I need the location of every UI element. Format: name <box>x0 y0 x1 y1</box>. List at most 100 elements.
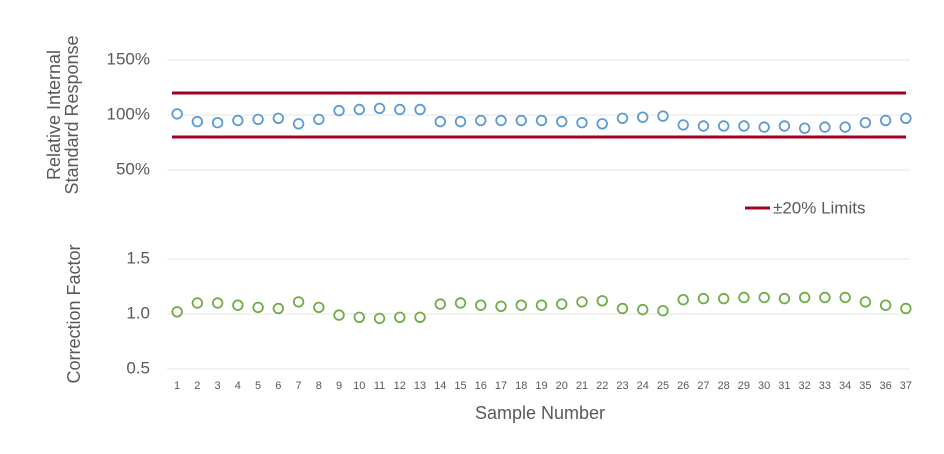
marker <box>677 294 689 306</box>
x-axis-title: Sample Number <box>475 403 605 423</box>
marker <box>475 114 487 127</box>
marker <box>373 312 386 325</box>
marker <box>272 302 285 315</box>
x-tick-label: 20 <box>556 380 568 392</box>
x-tick-label: 12 <box>394 380 406 392</box>
x-tick-label: 5 <box>255 380 261 392</box>
marker <box>414 311 426 324</box>
marker <box>657 110 669 122</box>
marker <box>677 119 689 131</box>
marker <box>252 113 264 126</box>
marker <box>879 114 892 127</box>
x-tick-label: 18 <box>515 380 527 392</box>
y-tick-label: 0.5 <box>126 358 150 377</box>
x-tick-label: 29 <box>738 380 750 392</box>
x-tick-label: 35 <box>859 380 871 392</box>
x-tick-label: 9 <box>336 380 342 392</box>
marker <box>313 113 325 126</box>
y-axis-title: Standard Response <box>62 35 82 194</box>
x-tick-label: 6 <box>275 380 281 392</box>
marker <box>292 296 305 308</box>
x-tick-label: 25 <box>657 380 669 392</box>
marker <box>778 120 791 132</box>
marker <box>211 297 224 309</box>
y-tick-label: 100% <box>107 104 150 123</box>
marker <box>758 291 770 304</box>
x-tick-label: 3 <box>215 380 221 392</box>
x-tick-label: 19 <box>535 380 547 392</box>
marker <box>778 292 791 305</box>
marker <box>333 309 345 321</box>
x-tick-label: 24 <box>637 380 649 392</box>
y-axis-title: Correction Factor <box>64 244 84 383</box>
x-tick-label: 17 <box>495 380 507 392</box>
marker <box>556 115 568 128</box>
marker <box>879 299 892 311</box>
marker <box>819 121 831 133</box>
x-tick-label: 4 <box>235 380 241 392</box>
marker <box>798 291 811 304</box>
x-tick-label: 22 <box>596 380 608 392</box>
marker <box>839 121 851 133</box>
x-tick-label: 36 <box>880 380 892 392</box>
marker <box>353 311 366 324</box>
marker <box>637 111 649 123</box>
marker <box>738 291 750 304</box>
marker <box>535 299 548 311</box>
marker <box>191 297 204 309</box>
y-tick-label: 1.5 <box>126 248 150 267</box>
marker <box>819 291 831 304</box>
x-tick-label: 21 <box>576 380 588 392</box>
marker <box>211 116 224 129</box>
marker <box>697 120 710 132</box>
marker <box>454 115 467 128</box>
marker <box>515 114 527 127</box>
marker <box>637 303 649 316</box>
x-tick-label: 1 <box>174 380 180 392</box>
marker <box>616 302 629 315</box>
legend-label: ±20% Limits <box>773 198 865 217</box>
marker <box>191 115 204 128</box>
marker <box>171 108 183 120</box>
marker <box>717 120 730 132</box>
marker <box>495 114 507 127</box>
x-tick-label: 26 <box>677 380 689 392</box>
marker <box>717 292 730 305</box>
x-tick-label: 34 <box>839 380 851 392</box>
marker <box>394 311 406 324</box>
marker <box>171 306 183 318</box>
x-tick-label: 37 <box>900 380 912 392</box>
x-tick-label: 11 <box>374 380 385 392</box>
marker <box>232 299 244 311</box>
marker <box>859 296 872 308</box>
x-tick-label: 31 <box>778 380 790 392</box>
y-tick-label: 50% <box>116 159 150 178</box>
x-tick-label: 28 <box>718 380 730 392</box>
marker <box>616 112 629 125</box>
x-tick-label: 23 <box>616 380 628 392</box>
marker <box>434 115 446 128</box>
marker <box>272 112 285 125</box>
marker <box>454 297 467 309</box>
marker <box>434 298 446 310</box>
marker <box>313 301 325 314</box>
x-tick-label: 10 <box>353 380 365 392</box>
marker <box>353 103 366 116</box>
marker <box>738 120 750 132</box>
marker <box>839 291 851 304</box>
marker <box>798 122 811 134</box>
y-tick-label: 150% <box>107 49 150 68</box>
x-tick-label: 27 <box>697 380 709 392</box>
marker <box>556 298 568 310</box>
x-tick-label: 33 <box>819 380 831 392</box>
marker <box>394 103 406 116</box>
marker <box>535 114 548 127</box>
marker <box>292 118 305 130</box>
x-tick-label: 14 <box>434 380 446 392</box>
marker <box>333 104 345 117</box>
marker <box>414 103 426 116</box>
marker <box>900 302 912 315</box>
x-tick-label: 32 <box>799 380 811 392</box>
